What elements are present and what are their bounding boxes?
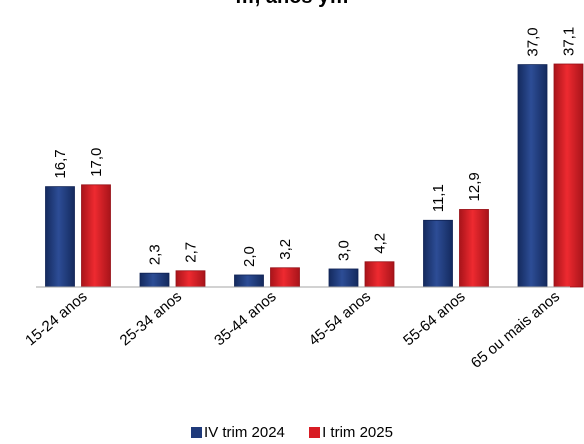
data-label-series-2-1: 17,0 bbox=[88, 148, 105, 177]
legend-item-series-2: I trim 2025 bbox=[309, 424, 393, 441]
legend-item-series-1: IV trim 2024 bbox=[191, 424, 285, 441]
bar-series-2-6 bbox=[553, 63, 584, 288]
chart-title: …, anos y… bbox=[0, 0, 584, 9]
bar-series-2-5 bbox=[459, 209, 489, 288]
data-label-series-2-5: 12,9 bbox=[466, 172, 483, 201]
bar-series-2-1 bbox=[81, 184, 111, 288]
data-label-series-1-1: 16,7 bbox=[52, 149, 69, 178]
data-label-series-2-2: 2,7 bbox=[183, 242, 200, 263]
bar-series-1-5 bbox=[423, 219, 453, 288]
data-label-series-1-4: 3,0 bbox=[336, 240, 353, 261]
data-label-series-1-2: 2,3 bbox=[147, 244, 164, 265]
bar-series-1-3 bbox=[234, 274, 264, 288]
data-label-series-2-4: 4,2 bbox=[372, 233, 389, 254]
x-tick-label-4: 45-54 anos bbox=[306, 288, 374, 349]
data-label-series-1-3: 2,0 bbox=[241, 246, 258, 267]
legend: IV trim 2024 I trim 2025 bbox=[0, 424, 584, 441]
data-label-series-2-6: 37,1 bbox=[561, 27, 578, 56]
bar-series-1-2 bbox=[139, 272, 170, 288]
legend-label-series-2: I trim 2025 bbox=[322, 424, 393, 441]
legend-swatch-blue bbox=[191, 427, 203, 438]
bar-series-2-2 bbox=[175, 270, 206, 288]
legend-label-series-1: IV trim 2024 bbox=[204, 424, 285, 441]
x-tick-label-2: 25-34 anos bbox=[117, 288, 185, 349]
x-tick-label-3: 35-44 anos bbox=[211, 288, 279, 349]
x-tick-label-1: 15-24 anos bbox=[22, 288, 90, 349]
bar-series-2-3 bbox=[270, 267, 300, 288]
data-label-series-2-3: 3,2 bbox=[277, 239, 294, 260]
bar-series-1-6 bbox=[517, 64, 548, 288]
bar-series-2-4 bbox=[364, 261, 395, 288]
data-label-series-1-6: 37,0 bbox=[525, 27, 542, 56]
bar-series-1-4 bbox=[328, 268, 359, 288]
x-tick-label-5: 55-64 anos bbox=[400, 288, 468, 349]
legend-swatch-red bbox=[309, 427, 321, 438]
data-label-series-1-5: 11,1 bbox=[430, 184, 447, 212]
bar-series-1-1 bbox=[45, 186, 75, 288]
x-tick-label-6: 65 ou mais anos bbox=[468, 288, 563, 372]
